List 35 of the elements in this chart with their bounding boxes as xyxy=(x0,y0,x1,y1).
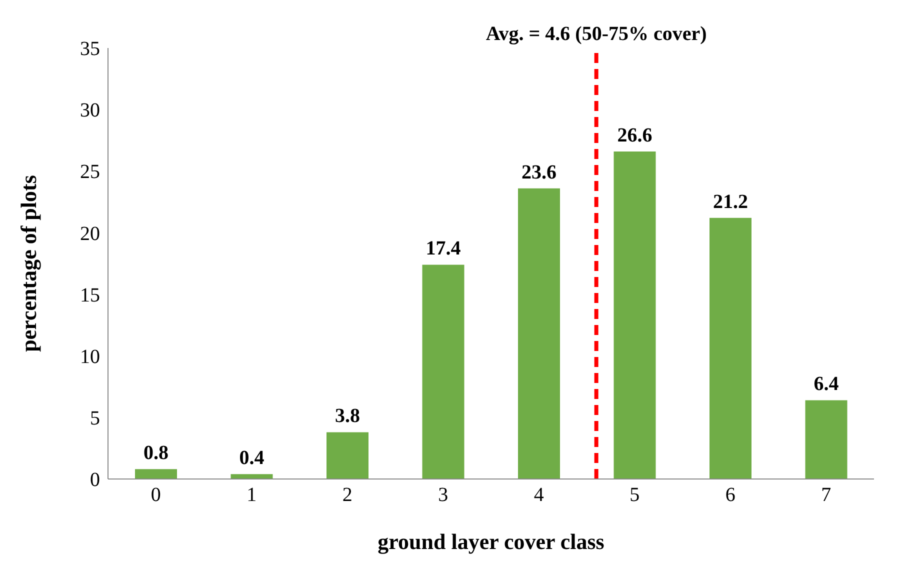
x-tick-label: 7 xyxy=(821,484,832,506)
y-axis-title: percentage of plots xyxy=(16,174,41,352)
data-label: 0.4 xyxy=(239,447,264,470)
y-tick-label: 30 xyxy=(80,100,100,122)
y-tick-label: 25 xyxy=(80,161,100,184)
bar xyxy=(135,469,177,479)
y-tick-label: 35 xyxy=(80,38,100,60)
bar xyxy=(422,264,464,479)
bar xyxy=(805,400,848,479)
data-label: 23.6 xyxy=(522,161,556,184)
data-label: 21.2 xyxy=(713,190,748,213)
x-tick-label: 2 xyxy=(342,484,352,506)
bar xyxy=(614,151,656,479)
y-tick-label: 0 xyxy=(90,469,100,492)
x-tick-label: 1 xyxy=(246,484,257,506)
y-tick-label: 5 xyxy=(90,408,100,430)
bar xyxy=(518,188,560,479)
y-tick-label: 20 xyxy=(80,222,100,245)
x-tick-label: 6 xyxy=(725,484,736,506)
bar xyxy=(710,218,752,479)
x-axis-title: ground layer cover class xyxy=(378,529,605,554)
ref-line-label: Avg. = 4.6 (50-75% cover) xyxy=(486,23,707,45)
x-tick-label: 4 xyxy=(534,484,544,506)
data-label: 6.4 xyxy=(814,373,839,396)
data-label: 17.4 xyxy=(426,238,461,260)
y-tick-label: 10 xyxy=(80,346,100,368)
x-tick-label: 5 xyxy=(630,484,640,506)
data-label: 26.6 xyxy=(617,124,652,146)
x-tick-label: 0 xyxy=(150,484,161,506)
bar xyxy=(230,474,273,479)
bar xyxy=(326,432,368,479)
data-label: 3.8 xyxy=(335,405,360,428)
x-tick-label: 3 xyxy=(438,484,448,506)
data-label: 0.8 xyxy=(144,442,168,464)
y-tick-label: 15 xyxy=(80,284,100,306)
